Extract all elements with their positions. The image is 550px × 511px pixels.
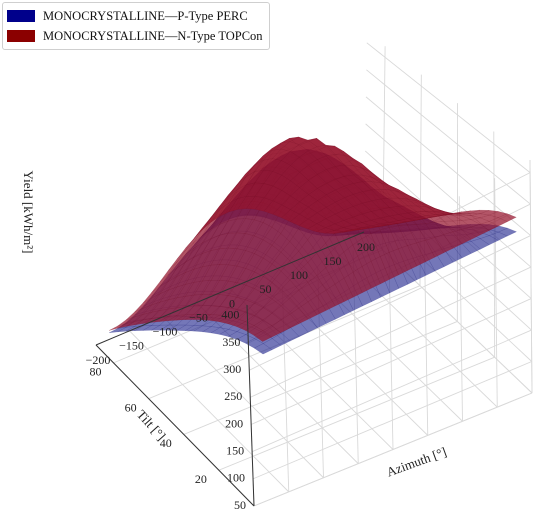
- z-tick-label: 100: [227, 471, 245, 485]
- grid-x-floor: [129, 330, 290, 493]
- grid-z-back: [253, 392, 533, 507]
- tick-labels: −200−150−100−500501001502000204060805010…: [86, 240, 375, 511]
- surface-facet: [176, 238, 195, 260]
- surface-facet: [263, 200, 283, 215]
- y-tick-label: 20: [195, 472, 207, 486]
- x-tick-label: −150: [119, 339, 144, 353]
- y-axis-line: [95, 344, 255, 507]
- grid-z-right: [365, 96, 531, 236]
- grid-y-right: [529, 159, 533, 394]
- surface-facet: [142, 286, 161, 303]
- x-tick-label: −50: [189, 310, 208, 324]
- surface-facet: [109, 327, 127, 333]
- x-tick-label: 0: [229, 296, 235, 310]
- z-tick-label: 150: [226, 443, 244, 457]
- surface-facet: [134, 297, 152, 313]
- grid-z-back: [250, 298, 532, 425]
- z-tick-label: 50: [234, 498, 246, 511]
- z-tick-label: 300: [223, 362, 241, 376]
- y-tick-label: 60: [125, 400, 137, 414]
- legend-swatch-topcon: [7, 30, 35, 42]
- z-tick-label: 350: [222, 335, 240, 349]
- surface-facet: [151, 274, 169, 293]
- z-tick-label: 250: [224, 389, 242, 403]
- legend: MONOCRYSTALLINE—P-Type PERC MONOCRYSTALL…: [2, 2, 270, 50]
- grid-y-floor: [183, 321, 458, 435]
- surface-facet: [202, 209, 221, 230]
- x-axis-line: [95, 231, 365, 346]
- axis-lines: [95, 231, 365, 507]
- z-tick-label: 400: [221, 308, 239, 322]
- grid-z-back: [250, 266, 532, 398]
- grid-y-right: [493, 131, 496, 358]
- surface-topcon: [108, 136, 517, 342]
- grid-z-right: [365, 123, 532, 268]
- legend-label-perc: MONOCRYSTALLINE—P-Type PERC: [43, 8, 248, 23]
- z-axis-title: Yield [kWh/m²]: [21, 171, 36, 254]
- surface-facet: [193, 217, 212, 239]
- surface-facet: [108, 323, 127, 331]
- z-axis-line: [246, 304, 255, 507]
- surfaces: [108, 136, 518, 355]
- x-tick-label: 200: [357, 240, 375, 254]
- surface-facet: [126, 308, 144, 320]
- y-tick-label: 40: [160, 436, 172, 450]
- grid-z-back: [251, 329, 532, 453]
- grid-x-floor: [162, 316, 324, 479]
- x-tick-label: 150: [324, 254, 342, 268]
- y-tick-label: 0: [233, 508, 239, 511]
- surface-facet: [245, 195, 265, 210]
- x-tick-label: 100: [290, 268, 308, 282]
- legend-label-topcon: MONOCRYSTALLINE—N-Type TOPCon: [43, 28, 263, 43]
- legend-swatch-perc: [7, 10, 35, 22]
- legend-item-perc: MONOCRYSTALLINE—P-Type PERC: [7, 6, 263, 26]
- grid-z-back: [252, 361, 532, 480]
- grid-z-back: [249, 235, 531, 371]
- y-tick-label: 80: [90, 365, 102, 379]
- grid-y-floor: [218, 356, 495, 471]
- grid-z-right: [366, 42, 531, 173]
- legend-item-topcon: MONOCRYSTALLINE—N-Type TOPCon: [7, 26, 263, 46]
- x-tick-label: −200: [86, 353, 111, 367]
- grid-z-right: [366, 69, 531, 205]
- x-tick-label: −100: [153, 325, 178, 339]
- surface-facet: [289, 213, 309, 226]
- surface-facet: [211, 202, 229, 223]
- z-tick-label: 200: [225, 416, 243, 430]
- surface-facet: [185, 227, 203, 249]
- surface-facet: [315, 227, 335, 234]
- x-tick-label: 50: [260, 282, 272, 296]
- surface-facet: [254, 197, 274, 212]
